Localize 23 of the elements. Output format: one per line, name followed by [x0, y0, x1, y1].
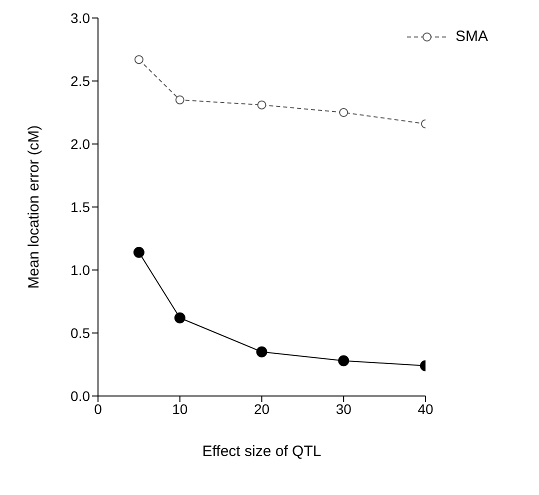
point: [339, 108, 348, 117]
x-tick-label: 30: [336, 400, 352, 417]
y-tick-label: 2.0: [70, 136, 90, 152]
legend-label: SMA: [455, 28, 488, 45]
point: [133, 246, 144, 258]
point: [338, 355, 350, 366]
point: [256, 346, 268, 358]
y-tick-label: 0.0: [70, 388, 90, 404]
point: [134, 55, 144, 64]
point: [257, 100, 266, 110]
x-tick-label: 0: [94, 400, 102, 417]
x-tick-label: 20: [254, 400, 270, 417]
point: [175, 95, 184, 104]
y-tick-label: 3.0: [70, 10, 90, 26]
x-tick-label: 40: [418, 400, 434, 417]
x-tick-label: 10: [172, 400, 188, 417]
y-tick-label: 1.0: [70, 262, 90, 278]
y-tick-label: 2.5: [70, 72, 90, 89]
y-axis-title: Mean location error (cM): [25, 125, 42, 289]
point: [174, 312, 186, 324]
x-axis-title: Effect size of QTL: [202, 443, 322, 460]
y-tick-label: 0.5: [70, 324, 90, 341]
y-tick-label: 1.5: [70, 198, 90, 215]
